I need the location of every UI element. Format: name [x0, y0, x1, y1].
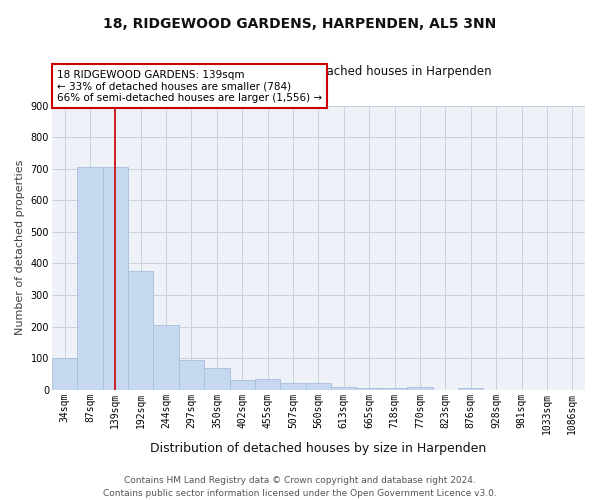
Bar — [77, 167, 103, 390]
Bar — [103, 167, 128, 390]
Y-axis label: Number of detached properties: Number of detached properties — [15, 160, 25, 336]
Bar — [407, 387, 433, 390]
Text: Contains HM Land Registry data © Crown copyright and database right 2024.
Contai: Contains HM Land Registry data © Crown c… — [103, 476, 497, 498]
Text: 18, RIDGEWOOD GARDENS, HARPENDEN, AL5 3NN: 18, RIDGEWOOD GARDENS, HARPENDEN, AL5 3N… — [103, 18, 497, 32]
Bar — [331, 386, 356, 390]
Bar — [458, 388, 484, 390]
Bar — [52, 358, 77, 390]
Bar — [128, 272, 154, 390]
Bar — [306, 383, 331, 390]
Bar — [179, 360, 204, 390]
X-axis label: Distribution of detached houses by size in Harpenden: Distribution of detached houses by size … — [150, 442, 487, 455]
Bar — [255, 380, 280, 390]
Bar — [230, 380, 255, 390]
Bar — [154, 326, 179, 390]
Bar — [280, 384, 306, 390]
Text: 18 RIDGEWOOD GARDENS: 139sqm
← 33% of detached houses are smaller (784)
66% of s: 18 RIDGEWOOD GARDENS: 139sqm ← 33% of de… — [57, 70, 322, 102]
Bar — [382, 388, 407, 390]
Bar — [356, 388, 382, 390]
Bar — [204, 368, 230, 390]
Title: Size of property relative to detached houses in Harpenden: Size of property relative to detached ho… — [145, 65, 492, 78]
